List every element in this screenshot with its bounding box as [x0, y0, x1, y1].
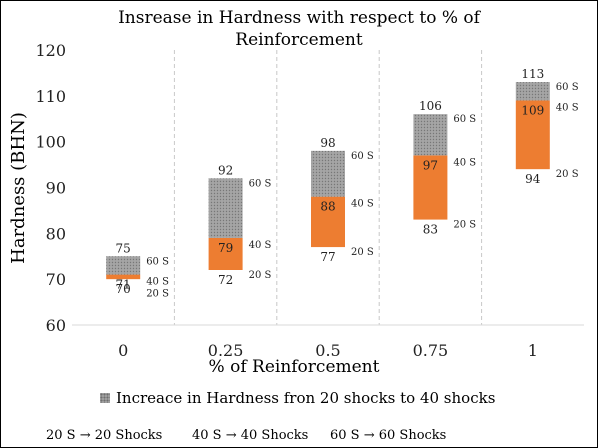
y-tick-label: 110 [35, 87, 66, 106]
bar-segment-40-60 [106, 256, 141, 275]
value-label-60: 98 [320, 136, 335, 150]
value-label-40: 79 [218, 241, 233, 255]
x-tick-label: 0.25 [208, 341, 244, 360]
shock-label-60: 60 S [556, 82, 579, 93]
shock-label-40: 40 S [146, 277, 169, 288]
shock-label-40: 40 S [556, 102, 579, 113]
bar-segment-20-40 [208, 237, 243, 270]
shock-label-40: 40 S [351, 199, 374, 210]
shock-label-60: 60 S [249, 178, 272, 189]
x-tick-label: 0.5 [315, 341, 340, 360]
y-tick-label: 100 [35, 133, 66, 152]
y-tick-label: 120 [35, 41, 66, 60]
value-label-60: 113 [521, 67, 544, 81]
y-axis-title: Hardness (BHN) [8, 112, 29, 264]
shock-label-20: 20 S [351, 247, 374, 258]
chart-title-line-1: Insrease in Hardness with respect to % o… [118, 8, 480, 28]
footnote-40s: 40 S → 40 Shocks [192, 428, 309, 443]
shock-label-40: 40 S [453, 157, 476, 168]
x-tick-label: 0 [118, 341, 128, 360]
y-tick-label: 70 [46, 270, 66, 289]
shock-label-60: 60 S [453, 114, 476, 125]
shock-label-20: 20 S [453, 220, 476, 231]
value-label-20: 72 [218, 273, 233, 287]
legend-label: Increace in Hardness fron 20 shocks to 4… [116, 389, 496, 407]
y-tick-label: 80 [46, 224, 66, 243]
bar-segment-20-40 [515, 100, 550, 170]
footnote-20s: 20 S → 20 Shocks [46, 428, 163, 443]
shock-label-40: 40 S [249, 240, 272, 251]
y-tick-label: 90 [46, 179, 66, 198]
bar-segment-20-40 [413, 155, 448, 220]
x-tick-label: 0.75 [413, 341, 449, 360]
bar-segment-20-40 [311, 196, 345, 248]
shock-label-60: 60 S [351, 151, 374, 162]
bar-segment-40-60 [208, 178, 243, 238]
y-tick-label: 60 [46, 316, 66, 335]
x-tick-label: 1 [528, 341, 538, 360]
value-label-40: 109 [521, 103, 544, 117]
shock-label-20: 20 S [249, 270, 272, 281]
value-label-20: 94 [525, 172, 541, 186]
bar-segment-20-40 [106, 274, 141, 280]
shock-label-60: 60 S [146, 256, 169, 267]
value-label-40: 88 [320, 200, 335, 214]
chart-title-line-2: Reinforcement [235, 30, 363, 50]
x-axis-title: % of Reinforcement [209, 357, 380, 377]
footnote-60s: 60 S → 60 Shocks [330, 428, 447, 443]
bars [106, 82, 550, 280]
value-label-40: 97 [423, 158, 438, 172]
axes: 60 70 80 90 100 110 120 0 0.25 0.5 0.75 1 % of Reinf… [8, 41, 584, 377]
legend-swatch [100, 393, 110, 403]
value-label-20: 77 [320, 250, 335, 264]
shock-label-20: 20 S [146, 289, 169, 300]
value-label-20: 83 [423, 223, 438, 237]
gridlines [173, 50, 483, 325]
value-label-60: 75 [116, 241, 131, 255]
bar-segment-40-60 [311, 150, 345, 197]
value-label-20: 70 [116, 282, 131, 296]
value-label-60: 106 [419, 99, 442, 113]
bar-segment-40-60 [413, 114, 448, 156]
value-label-40: 71 [116, 278, 131, 292]
legend: Increace in Hardness fron 20 shocks to 4… [100, 388, 495, 408]
value-label-60: 92 [218, 163, 233, 177]
shock-label-20: 20 S [556, 169, 579, 180]
bar-segment-40-60 [515, 82, 550, 101]
